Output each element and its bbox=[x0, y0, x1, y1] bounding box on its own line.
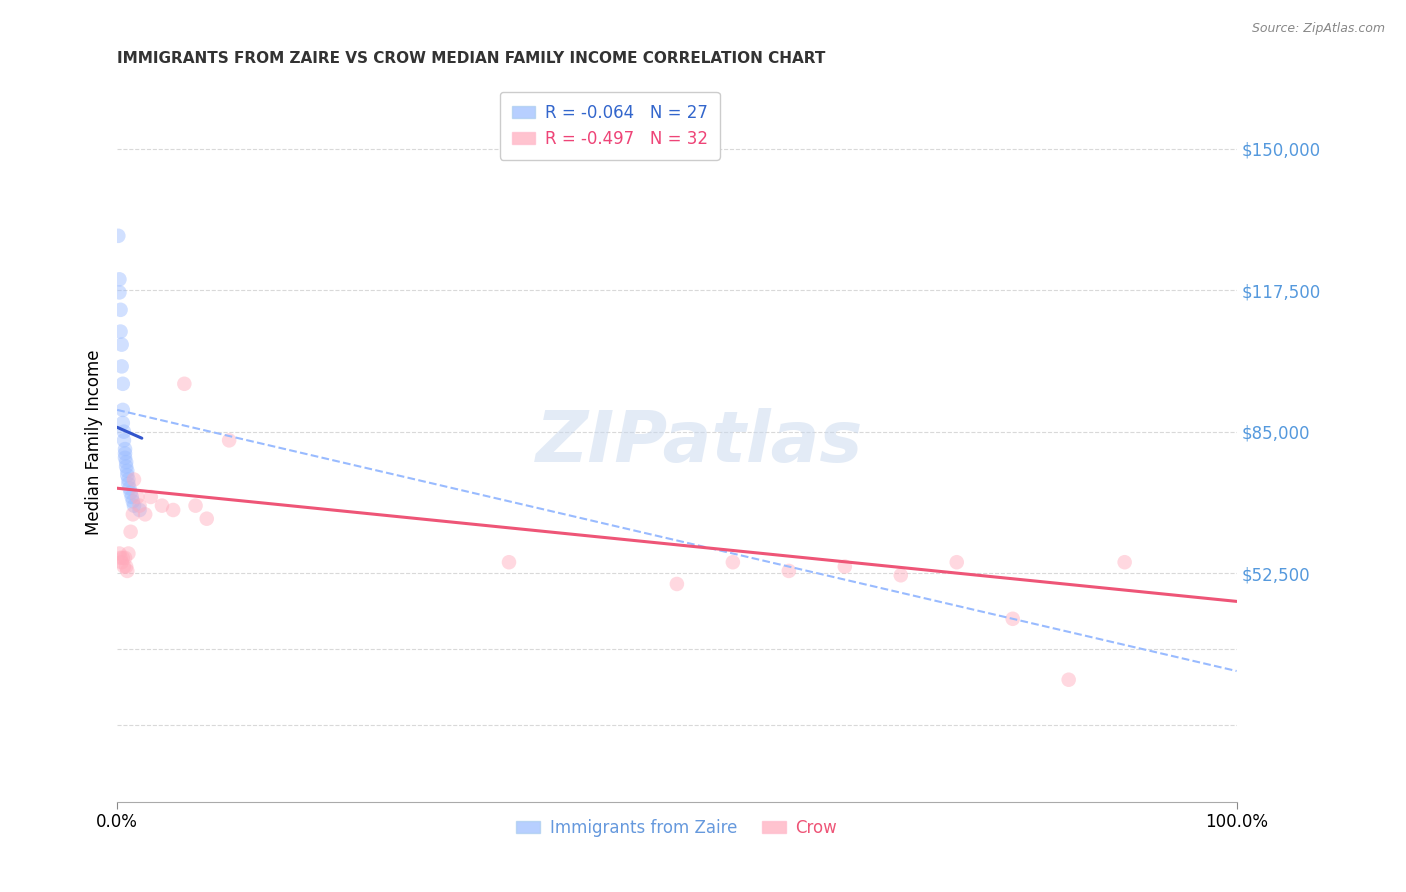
Point bbox=[128, 499, 150, 513]
Point bbox=[114, 446, 136, 460]
Point bbox=[115, 455, 138, 469]
Point bbox=[112, 425, 135, 439]
Point bbox=[110, 325, 132, 339]
Point bbox=[1057, 673, 1080, 687]
Point bbox=[117, 564, 139, 578]
Point bbox=[890, 568, 912, 582]
Point bbox=[834, 559, 856, 574]
Point bbox=[114, 442, 136, 456]
Point bbox=[117, 547, 139, 561]
Point bbox=[117, 476, 139, 491]
Point bbox=[218, 434, 240, 448]
Legend: Immigrants from Zaire, Crow: Immigrants from Zaire, Crow bbox=[510, 813, 844, 844]
Point bbox=[117, 464, 139, 478]
Point bbox=[184, 499, 207, 513]
Point bbox=[115, 459, 138, 474]
Point bbox=[112, 559, 135, 574]
Point bbox=[173, 376, 195, 391]
Point bbox=[108, 272, 131, 286]
Point bbox=[111, 376, 134, 391]
Point bbox=[117, 468, 139, 483]
Point bbox=[110, 302, 132, 317]
Point bbox=[111, 403, 134, 417]
Point bbox=[108, 547, 131, 561]
Point bbox=[112, 434, 135, 448]
Point bbox=[121, 490, 143, 504]
Point bbox=[1001, 612, 1024, 626]
Point bbox=[111, 416, 134, 430]
Point bbox=[127, 490, 149, 504]
Point bbox=[111, 555, 134, 569]
Point bbox=[122, 473, 145, 487]
Point bbox=[150, 499, 173, 513]
Point bbox=[108, 285, 131, 300]
Point bbox=[115, 559, 138, 574]
Point bbox=[110, 550, 132, 565]
Point bbox=[107, 228, 129, 243]
Point bbox=[665, 577, 688, 591]
Point bbox=[778, 564, 800, 578]
Text: ZIPatlas: ZIPatlas bbox=[536, 408, 863, 477]
Point bbox=[120, 524, 142, 539]
Point bbox=[128, 503, 150, 517]
Point bbox=[121, 508, 143, 522]
Point bbox=[1114, 555, 1136, 569]
Text: IMMIGRANTS FROM ZAIRE VS CROW MEDIAN FAMILY INCOME CORRELATION CHART: IMMIGRANTS FROM ZAIRE VS CROW MEDIAN FAM… bbox=[117, 51, 825, 66]
Point bbox=[120, 485, 142, 500]
Text: Source: ZipAtlas.com: Source: ZipAtlas.com bbox=[1251, 22, 1385, 36]
Point bbox=[111, 337, 134, 351]
Point bbox=[134, 508, 156, 522]
Point bbox=[122, 499, 145, 513]
Point bbox=[114, 550, 136, 565]
Point bbox=[111, 359, 134, 374]
Point bbox=[498, 555, 520, 569]
Point bbox=[139, 490, 162, 504]
Point bbox=[121, 494, 143, 508]
Point bbox=[114, 450, 136, 465]
Y-axis label: Median Family Income: Median Family Income bbox=[86, 350, 103, 535]
Point bbox=[945, 555, 967, 569]
Point bbox=[117, 473, 139, 487]
Point bbox=[195, 512, 218, 526]
Point bbox=[162, 503, 184, 517]
Point bbox=[118, 481, 141, 495]
Point bbox=[721, 555, 744, 569]
Point bbox=[111, 550, 134, 565]
